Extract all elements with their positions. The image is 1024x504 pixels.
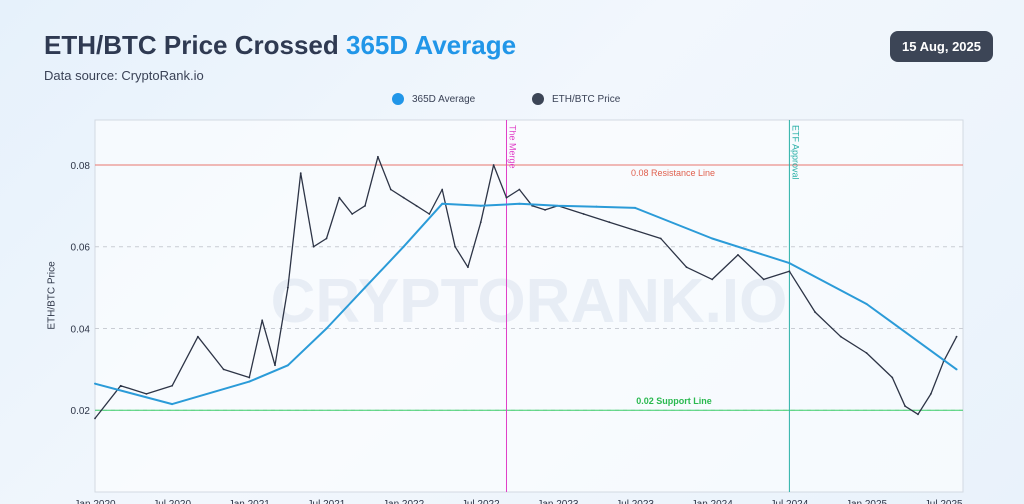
- x-tick-label: Jan 2025: [846, 499, 888, 504]
- x-tick-label: Jul 2023: [616, 499, 654, 504]
- data-point-average: [865, 302, 868, 305]
- data-source-subtitle: Data source: CryptoRank.io: [44, 68, 204, 83]
- data-point-average: [518, 202, 521, 205]
- data-point-price: [788, 270, 791, 273]
- x-tick-label: Jan 2022: [383, 499, 425, 504]
- data-point-price: [312, 245, 315, 248]
- data-point-average: [788, 262, 791, 265]
- y-tick-label: 0.06: [71, 243, 91, 254]
- x-tick-label: Jul 2025: [925, 499, 963, 504]
- data-point-price: [891, 376, 894, 379]
- data-point-average: [364, 286, 367, 289]
- data-point-average: [634, 206, 637, 209]
- data-point-price: [196, 335, 199, 338]
- data-point-price: [415, 204, 418, 207]
- date-badge: 15 Aug, 2025: [889, 31, 993, 62]
- data-point-price: [544, 209, 546, 211]
- event-line-label: The Merge: [507, 125, 517, 169]
- data-point-average: [171, 403, 174, 406]
- data-point-price: [351, 213, 354, 215]
- data-point-price: [479, 221, 482, 224]
- title-highlight: 365D Average: [345, 30, 517, 60]
- data-point-price: [325, 237, 328, 240]
- data-point-price: [402, 196, 405, 199]
- data-point-price: [814, 311, 817, 314]
- data-point-price: [119, 384, 122, 387]
- data-point-average: [286, 364, 289, 367]
- data-point-price: [518, 188, 521, 191]
- legend-dot-average: [392, 93, 404, 105]
- data-point-average: [325, 327, 328, 330]
- reference-line-label: 0.08 Resistance Line: [631, 168, 715, 178]
- watermark: CRYPTORANK.IO: [271, 267, 788, 336]
- legend-label-price: ETH/BTC Price: [552, 93, 621, 105]
- data-point-price: [839, 335, 842, 338]
- data-point-price: [929, 392, 932, 395]
- data-point-price: [865, 352, 868, 354]
- x-tick-label: Jul 2024: [770, 499, 808, 504]
- data-point-price: [94, 417, 96, 420]
- y-tick-label: 0.04: [71, 324, 91, 335]
- x-tick-label: Jan 2020: [74, 499, 116, 504]
- data-point-price: [955, 335, 958, 338]
- x-tick-label: Jan 2023: [537, 499, 579, 504]
- reference-line-label: 0.02 Support Line: [636, 396, 712, 406]
- data-point-average: [711, 237, 714, 240]
- data-point-price: [492, 164, 495, 166]
- data-point-price: [261, 319, 264, 322]
- data-point-price: [145, 392, 148, 395]
- data-point-average: [955, 368, 958, 371]
- plot-area: [94, 119, 964, 493]
- legend-item-price[interactable]: ETH/BTC Price: [532, 93, 620, 105]
- data-point-average: [248, 380, 251, 383]
- x-tick-label: Jan 2021: [229, 499, 271, 504]
- data-point-price: [904, 405, 907, 408]
- data-point-price: [467, 266, 469, 269]
- event-line-label: ETF Approval: [790, 125, 800, 180]
- data-point-price: [762, 278, 765, 281]
- data-point-price: [248, 376, 251, 379]
- data-point-price: [274, 364, 276, 367]
- data-point-average: [479, 204, 482, 207]
- data-point-price: [608, 221, 611, 224]
- data-point-price: [634, 229, 636, 232]
- data-point-price: [659, 237, 662, 240]
- data-point-price: [338, 196, 341, 199]
- legend-label-average: 365D Average: [412, 93, 476, 105]
- data-point-price: [171, 384, 174, 387]
- legend-dot-price: [532, 93, 544, 105]
- data-point-price: [441, 188, 444, 191]
- data-point-price: [222, 368, 225, 371]
- data-point-price: [685, 266, 688, 269]
- data-point-average: [94, 382, 96, 385]
- data-point-average: [556, 204, 559, 207]
- y-tick-label: 0.02: [71, 406, 91, 417]
- x-tick-label: Jul 2020: [153, 499, 191, 504]
- data-point-price: [428, 213, 431, 215]
- data-point-price: [377, 155, 379, 158]
- x-tick-label: Jul 2021: [308, 499, 346, 504]
- legend-item-average[interactable]: 365D Average: [392, 93, 475, 105]
- title-part1: ETH/BTC Price Crossed: [44, 30, 346, 60]
- data-point-price: [286, 286, 289, 289]
- chart-title: ETH/BTC Price Crossed 365D Average: [44, 30, 516, 61]
- data-point-average: [595, 205, 598, 208]
- data-point-price: [299, 172, 302, 175]
- data-point-price: [505, 196, 508, 199]
- data-point-average: [402, 245, 405, 248]
- data-point-price: [737, 254, 739, 256]
- data-point-price: [582, 213, 585, 215]
- y-tick-label: 0.08: [71, 161, 91, 172]
- data-point-price: [711, 278, 714, 281]
- data-point-price: [917, 413, 919, 416]
- chart-legend: 365D Average ETH/BTC Price: [0, 93, 1024, 111]
- data-point-price: [454, 245, 456, 248]
- x-tick-label: Jan 2024: [692, 499, 734, 504]
- data-point-price: [364, 204, 366, 207]
- data-point-average: [441, 202, 444, 205]
- x-tick-label: Jul 2022: [462, 499, 500, 504]
- data-point-price: [389, 188, 392, 191]
